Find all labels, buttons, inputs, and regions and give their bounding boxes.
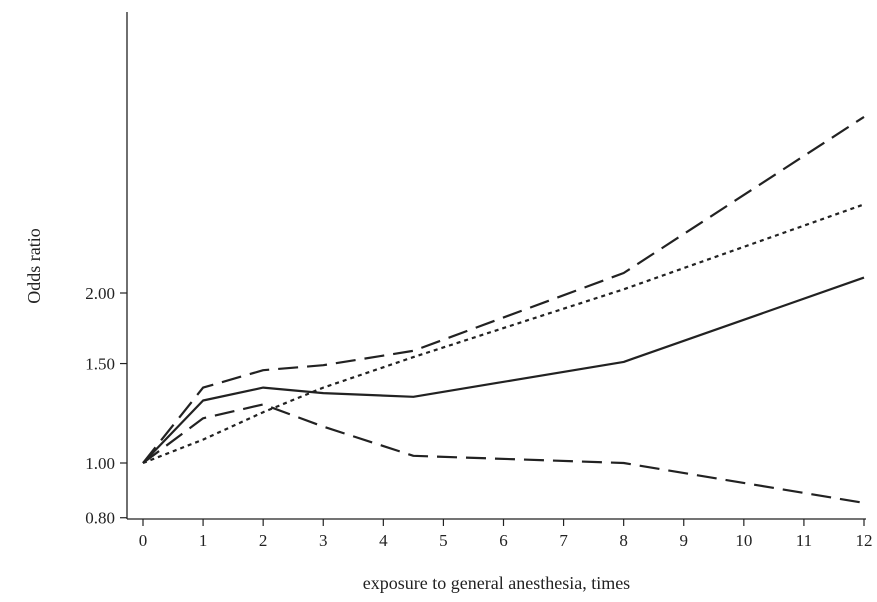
- x-tick-label: 8: [619, 531, 628, 550]
- x-tick-label: 10: [735, 531, 752, 550]
- y-tick-label: 0.80: [85, 509, 115, 528]
- y-tick-label: 1.50: [85, 355, 115, 374]
- series-layer: [142, 115, 865, 504]
- series-line-3: [142, 403, 865, 504]
- series-line-2: [142, 115, 865, 464]
- x-tick-label: 3: [319, 531, 328, 550]
- x-tick-label: 6: [499, 531, 508, 550]
- x-tick-label: 12: [856, 531, 873, 550]
- x-tick-label: 11: [796, 531, 812, 550]
- x-tick-label: 7: [559, 531, 568, 550]
- y-axis-title: Odds ratio: [24, 228, 44, 304]
- x-axis-title: exposure to general anesthesia, times: [363, 573, 630, 593]
- y-tick-label: 2.00: [85, 284, 115, 303]
- y-ticks: 0.80 1.00 1.50 2.00: [85, 284, 127, 528]
- series-line-1: [142, 276, 865, 464]
- x-tick-label: 5: [439, 531, 448, 550]
- x-tick-label: 2: [259, 531, 268, 550]
- x-tick-label: 0: [139, 531, 148, 550]
- y-tick-label: 1.00: [85, 454, 115, 473]
- x-tick-label: 9: [680, 531, 689, 550]
- x-tick-label: 4: [379, 531, 388, 550]
- x-ticks: 0 1 2 3 4 5 6 7 8 9 10 11 12: [139, 519, 873, 550]
- series-line-4: [142, 203, 865, 465]
- x-tick-label: 1: [199, 531, 208, 550]
